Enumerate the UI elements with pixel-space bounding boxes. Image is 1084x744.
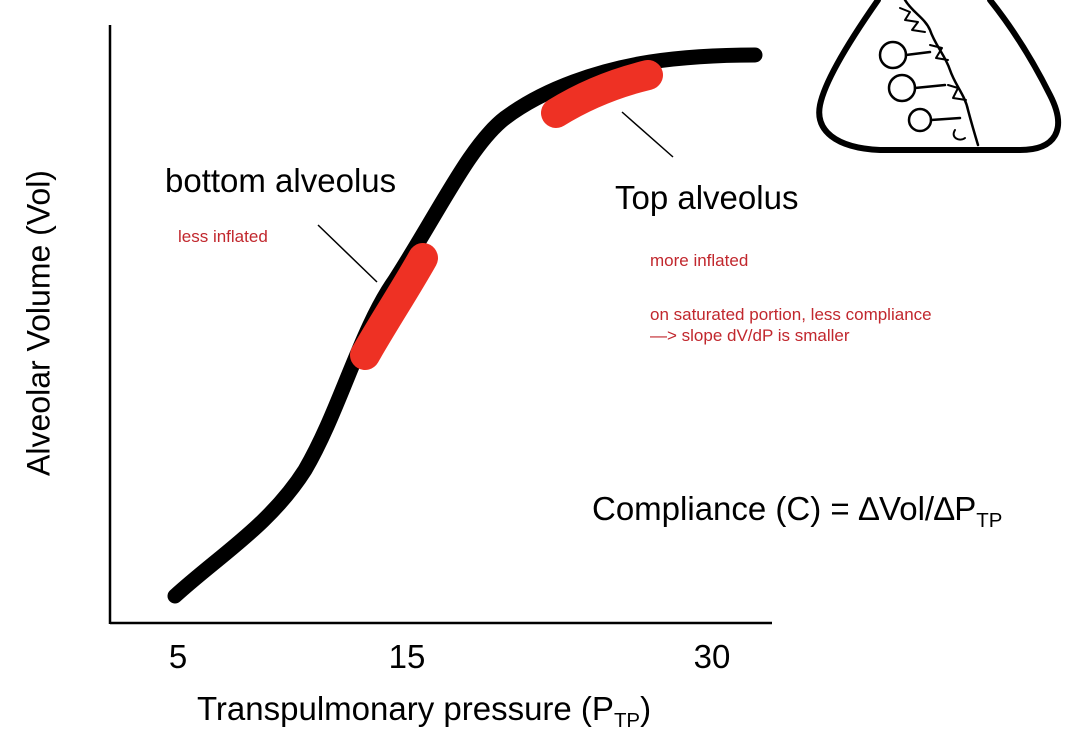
- bottom-alveolus-title: bottom alveolus: [165, 162, 397, 199]
- x-axis-label-close: ): [640, 690, 652, 727]
- top-alveolus-note-compliance: on saturated portion, less compliance: [650, 305, 932, 324]
- bottom-alveolus-pointer: [317, 224, 378, 283]
- x-tick-15: 15: [388, 638, 426, 675]
- compliance-formula-text: Compliance (C) = ∆Vol/∆P: [592, 490, 977, 527]
- bottom-alveolus-note: less inflated: [178, 227, 268, 246]
- x-axis-label-subscript: TP: [613, 709, 641, 733]
- compliance-formula-subscript: TP: [976, 509, 1003, 533]
- bottom-alveolus-highlight: [350, 243, 438, 370]
- lung-sketch-icon: [816, 0, 1062, 153]
- x-tick-30: 30: [693, 638, 731, 675]
- x-axis-label: Transpulmonary pressure (PTP): [197, 690, 652, 731]
- x-axis-label-text: Transpulmonary pressure (P: [197, 690, 614, 727]
- top-alveolus-title: Top alveolus: [615, 179, 799, 216]
- x-tick-5: 5: [168, 638, 188, 675]
- top-alveolus-highlight: [541, 60, 663, 128]
- y-axis-label: Alveolar Volume (Vol): [20, 170, 57, 476]
- compliance-formula: Compliance (C) = ∆Vol/∆PTP: [592, 490, 1002, 531]
- top-alveolus-note-slope: —> slope dV/dP is smaller: [650, 326, 850, 345]
- top-alveolus-pointer: [621, 111, 674, 158]
- top-alveolus-note-inflated: more inflated: [650, 251, 749, 270]
